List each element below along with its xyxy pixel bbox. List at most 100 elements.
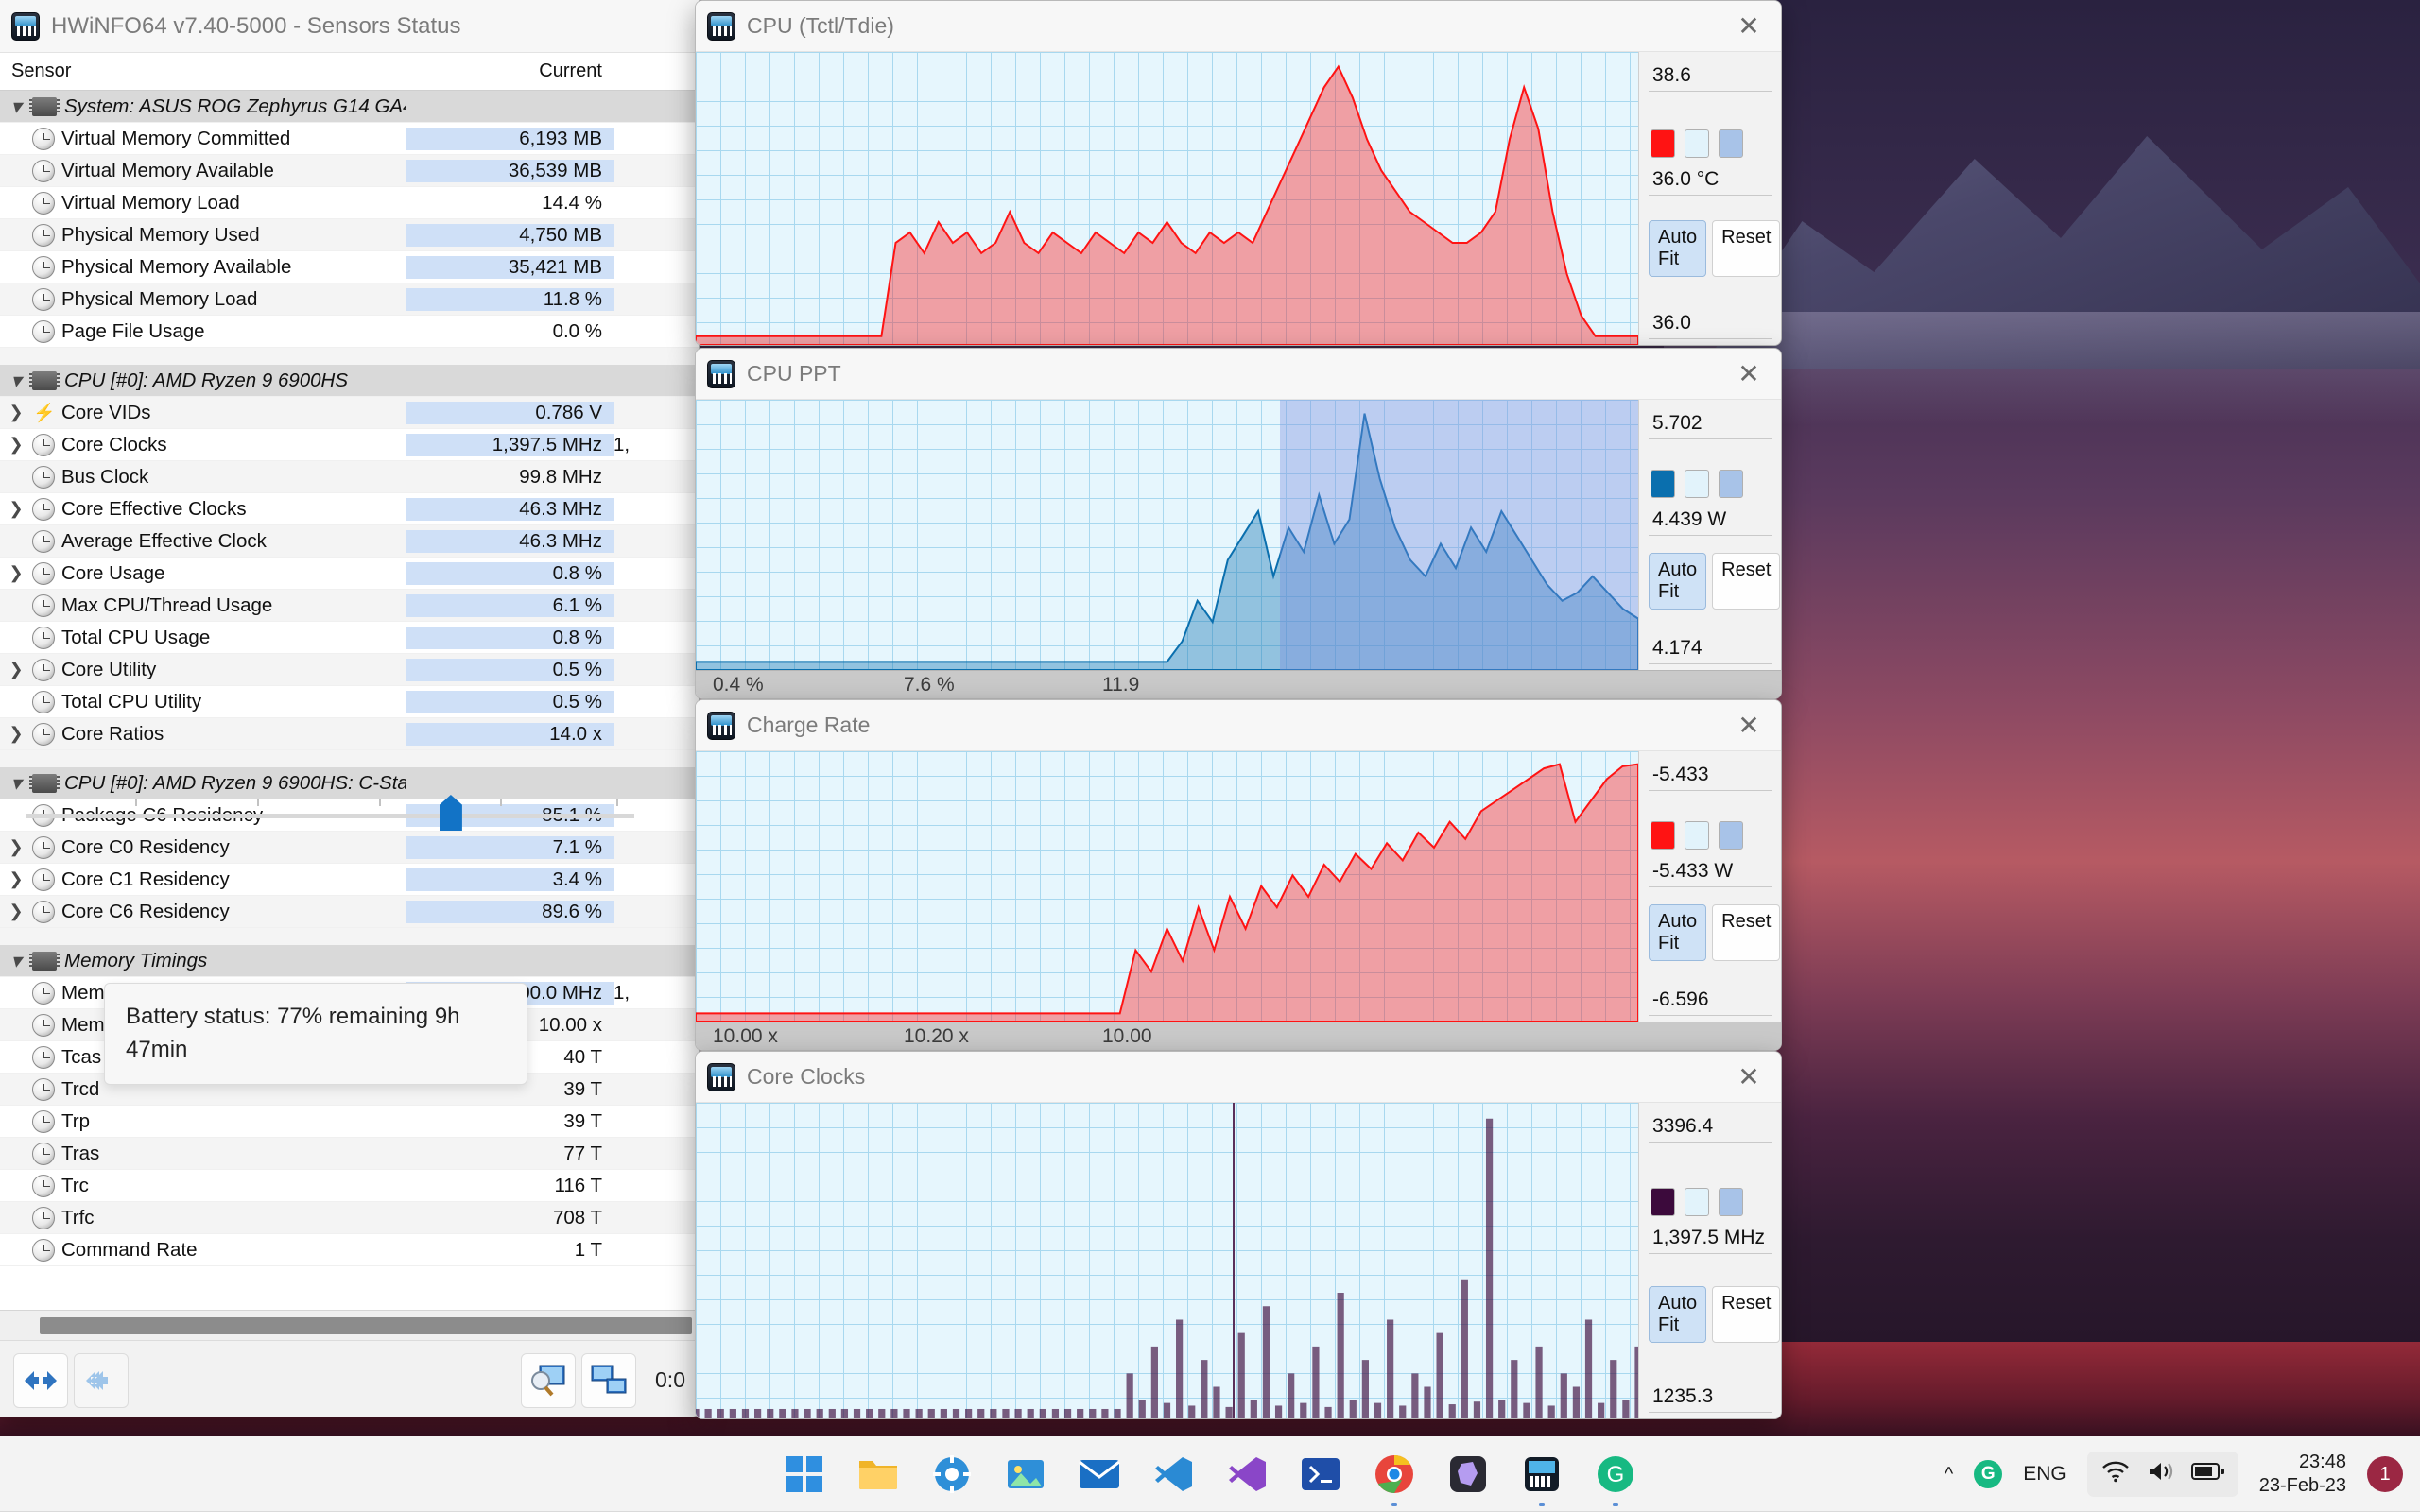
chevron-right-icon[interactable]: ❯ — [9, 869, 24, 888]
chevron-down-icon[interactable]: ▾ — [10, 948, 22, 972]
graph-buttons[interactable]: Auto Fit Reset — [1649, 553, 1781, 610]
sensor-group-row[interactable]: ▾ Memory Timings — [0, 945, 699, 977]
ghelper-tray-icon[interactable]: G — [1974, 1460, 2003, 1488]
graph-plot[interactable] — [696, 52, 1639, 345]
series-color-swatch[interactable] — [1651, 1188, 1675, 1216]
table-row[interactable]: Virtual Memory Load 14.4 % — [0, 187, 699, 219]
chevron-down-icon[interactable]: ▾ — [10, 368, 22, 392]
close-icon[interactable]: ✕ — [1737, 359, 1760, 388]
sensor-group-row[interactable]: ▾ System: ASUS ROG Zephyrus G14 GA402RK_.… — [0, 91, 699, 123]
battery-icon[interactable] — [2190, 1461, 2225, 1487]
graph-sidebar[interactable]: 38.6 36.0 °C Auto Fit Reset 36.0 — [1639, 52, 1781, 345]
scrollbar-thumb[interactable] — [40, 1316, 692, 1334]
notification-badge[interactable]: 1 — [2367, 1456, 2403, 1492]
taskbar[interactable]: G ^ G ENG 23:48 23-Feb-23 1 — [0, 1436, 2420, 1512]
avg-color-swatch[interactable] — [1719, 821, 1743, 850]
avg-color-swatch[interactable] — [1719, 1188, 1743, 1216]
graph-color-swatches[interactable] — [1651, 129, 1772, 158]
table-row[interactable]: Virtual Memory Committed 6,193 MB — [0, 123, 699, 155]
sensor-table-body[interactable]: ▾ System: ASUS ROG Zephyrus G14 GA402RK_.… — [0, 91, 699, 1310]
taskbar-icons[interactable]: G — [782, 1452, 1638, 1506]
reset-button[interactable]: Reset — [1712, 553, 1781, 610]
table-row[interactable]: Physical Memory Used 4,750 MB — [0, 219, 699, 251]
avg-color-swatch[interactable] — [1719, 470, 1743, 498]
table-row[interactable]: Tras 77 T — [0, 1138, 699, 1170]
reset-button[interactable]: Reset — [1712, 220, 1781, 277]
start-button[interactable] — [782, 1452, 827, 1497]
graph-color-swatches[interactable] — [1651, 821, 1772, 850]
column-header-sensor[interactable]: Sensor — [11, 60, 72, 81]
language-indicator[interactable]: ENG — [2023, 1463, 2066, 1485]
file-explorer-icon[interactable] — [856, 1452, 901, 1497]
table-row[interactable]: ❯ ⚡ Core VIDs 0.786 V — [0, 397, 699, 429]
wifi-icon[interactable] — [2100, 1459, 2131, 1489]
graph-plot[interactable] — [696, 400, 1639, 670]
table-row[interactable]: Physical Memory Available 35,421 MB — [0, 251, 699, 284]
graph-titlebar[interactable]: CPU (Tctl/Tdie) ✕ — [696, 1, 1781, 52]
table-row[interactable]: Average Effective Clock 46.3 MHz — [0, 525, 699, 558]
graph-buttons[interactable]: Auto Fit Reset — [1649, 220, 1781, 277]
table-row[interactable]: Total CPU Usage 0.8 % — [0, 622, 699, 654]
reset-button[interactable]: Reset — [1712, 1286, 1781, 1343]
table-row[interactable]: Virtual Memory Available 36,539 MB — [0, 155, 699, 187]
visual-studio-icon[interactable] — [1224, 1452, 1270, 1497]
collapse-columns-icon[interactable] — [74, 1352, 129, 1408]
table-row[interactable]: Command Rate 1 T — [0, 1234, 699, 1266]
chevron-right-icon[interactable]: ❯ — [9, 724, 24, 743]
chrome-icon[interactable] — [1372, 1452, 1417, 1506]
auto-fit-button[interactable]: Auto Fit — [1649, 553, 1707, 610]
graph-window-cpu-ppt[interactable]: CPU PPT ✕ 5.702 4.439 W Auto Fit Reset 4… — [695, 348, 1782, 699]
close-icon[interactable]: ✕ — [1737, 711, 1760, 740]
min-color-swatch[interactable] — [1685, 470, 1709, 498]
table-row[interactable]: ❯ Core C1 Residency 3.4 % — [0, 864, 699, 896]
table-row[interactable]: Bus Clock 99.8 MHz — [0, 461, 699, 493]
chevron-down-icon[interactable]: ▾ — [10, 94, 22, 118]
graph-window-cpu-tctl[interactable]: CPU (Tctl/Tdie) ✕ 38.6 36.0 °C Auto Fit … — [695, 0, 1782, 346]
sensor-group-row[interactable]: ▾ CPU [#0]: AMD Ryzen 9 6900HS: C-State R… — [0, 767, 699, 799]
table-row[interactable]: ❯ Core C6 Residency 89.6 % — [0, 896, 699, 928]
reset-button[interactable]: Reset — [1712, 904, 1781, 961]
table-row[interactable]: ❯ Core Usage 0.8 % — [0, 558, 699, 590]
min-color-swatch[interactable] — [1685, 129, 1709, 158]
series-color-swatch[interactable] — [1651, 470, 1675, 498]
vscode-icon[interactable] — [1150, 1452, 1196, 1497]
table-row[interactable]: ❯ Core Ratios 14.0 x — [0, 718, 699, 750]
clock[interactable]: 23:48 23-Feb-23 — [2259, 1451, 2346, 1498]
column-header-current[interactable]: Current — [539, 60, 602, 81]
graph-buttons[interactable]: Auto Fit Reset — [1649, 1286, 1781, 1343]
graph-titlebar[interactable]: Charge Rate ✕ — [696, 700, 1781, 751]
series-color-swatch[interactable] — [1651, 821, 1675, 850]
auto-fit-button[interactable]: Auto Fit — [1649, 1286, 1707, 1343]
chevron-right-icon[interactable]: ❯ — [9, 403, 24, 421]
table-row[interactable]: Physical Memory Load 11.8 % — [0, 284, 699, 316]
table-row[interactable]: Max CPU/Thread Usage 6.1 % — [0, 590, 699, 622]
table-row[interactable]: Trp 39 T — [0, 1106, 699, 1138]
graph-plot[interactable] — [696, 751, 1639, 1022]
table-row[interactable]: ❯ Core Clocks 1,397.5 MHz 1, — [0, 429, 699, 461]
hwinfo-window[interactable]: HWiNFO64 v7.40-5000 - Sensors Status Sen… — [0, 0, 700, 1418]
screen-preview-icon[interactable] — [521, 1352, 577, 1408]
obsidian-icon[interactable] — [1445, 1452, 1491, 1497]
multi-monitor-icon[interactable] — [581, 1352, 637, 1408]
graph-buttons[interactable]: Auto Fit Reset — [1649, 904, 1781, 961]
auto-fit-button[interactable]: Auto Fit — [1649, 904, 1707, 961]
table-row[interactable]: Total CPU Utility 0.5 % — [0, 686, 699, 718]
hwinfo-taskbar-icon[interactable] — [1519, 1452, 1564, 1506]
slider-track[interactable] — [26, 814, 634, 818]
table-row[interactable]: ❯ Core C0 Residency 7.1 % — [0, 832, 699, 864]
graph-color-swatches[interactable] — [1651, 1188, 1772, 1216]
ghelper-taskbar-icon[interactable]: G — [1593, 1452, 1638, 1506]
series-color-swatch[interactable] — [1651, 129, 1675, 158]
chevron-right-icon[interactable]: ❯ — [9, 499, 24, 518]
avg-color-swatch[interactable] — [1719, 129, 1743, 158]
graph-sidebar[interactable]: 5.702 4.439 W Auto Fit Reset 4.174 — [1639, 400, 1781, 670]
tray-quick-settings[interactable] — [2086, 1452, 2238, 1497]
battery-charge-limit-slider[interactable] — [26, 782, 634, 834]
sensor-group-row[interactable]: ▾ CPU [#0]: AMD Ryzen 9 6900HS — [0, 365, 699, 397]
graph-titlebar[interactable]: Core Clocks ✕ — [696, 1052, 1781, 1103]
chevron-right-icon[interactable]: ❯ — [9, 435, 24, 454]
chevron-right-icon[interactable]: ❯ — [9, 902, 24, 920]
graph-plot[interactable] — [696, 1103, 1639, 1418]
expand-columns-icon[interactable] — [13, 1352, 68, 1408]
table-row[interactable]: Trfc 708 T — [0, 1202, 699, 1234]
